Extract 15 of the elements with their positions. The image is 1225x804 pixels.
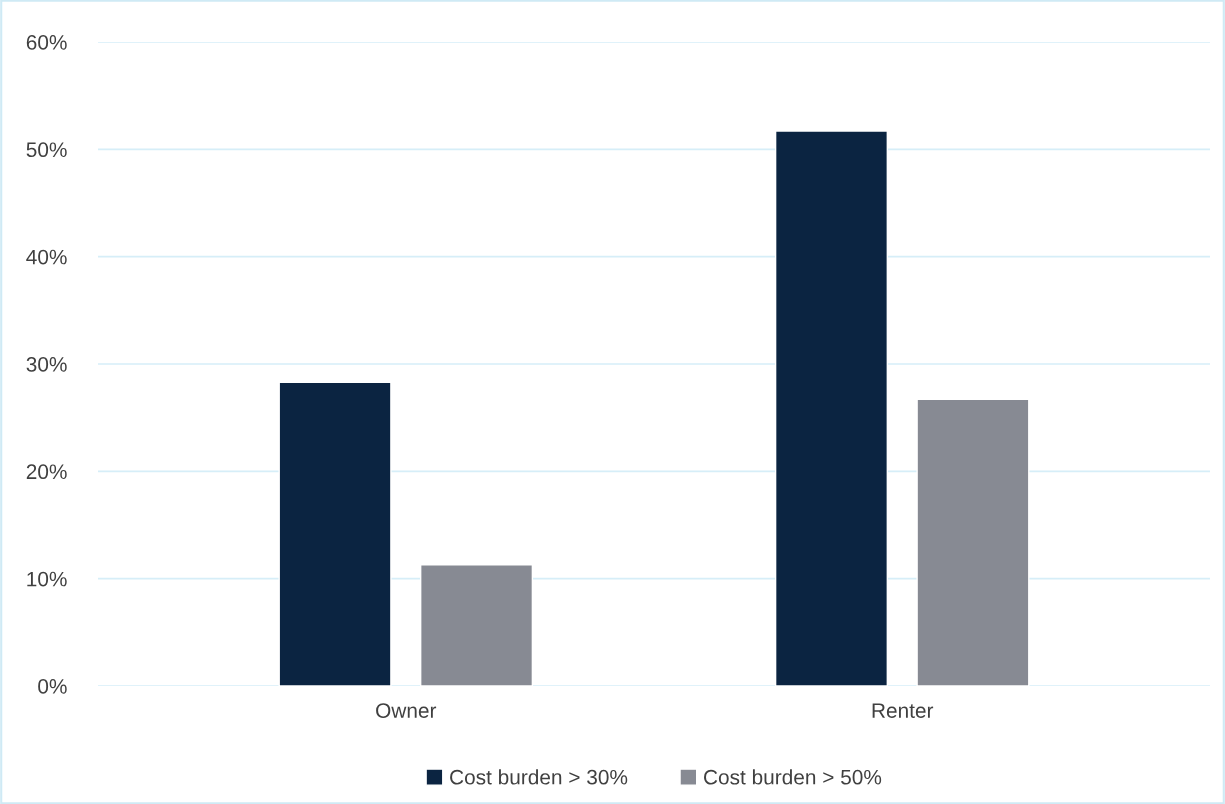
y-tick-label: 40% xyxy=(26,249,67,265)
y-tick-label: 10% xyxy=(27,571,67,587)
x-tick-label: Renter xyxy=(872,703,934,718)
y-tick-label: 20% xyxy=(26,464,67,480)
legend-label: Cost burden > 30% xyxy=(450,769,628,785)
y-tick-label: 60% xyxy=(26,35,67,50)
legend-label: Cost burden > 50% xyxy=(704,769,882,785)
bar xyxy=(916,398,1030,686)
bar xyxy=(419,564,534,686)
y-tick-label: 30% xyxy=(26,357,67,372)
y-tick-label: 50% xyxy=(26,142,67,158)
bar xyxy=(774,130,889,686)
y-tick-label: 0% xyxy=(38,679,67,694)
x-tick-label: Owner xyxy=(376,703,437,718)
bar xyxy=(278,381,392,686)
